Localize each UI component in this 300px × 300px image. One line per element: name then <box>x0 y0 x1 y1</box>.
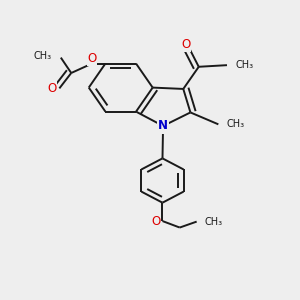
Text: O: O <box>87 52 97 65</box>
Text: O: O <box>182 38 191 51</box>
Text: CH₃: CH₃ <box>227 119 245 129</box>
Text: N: N <box>158 119 168 133</box>
Text: CH₃: CH₃ <box>33 51 51 61</box>
Text: O: O <box>47 82 56 95</box>
Text: CH₃: CH₃ <box>205 217 223 226</box>
Text: O: O <box>151 214 160 228</box>
Text: CH₃: CH₃ <box>236 60 254 70</box>
